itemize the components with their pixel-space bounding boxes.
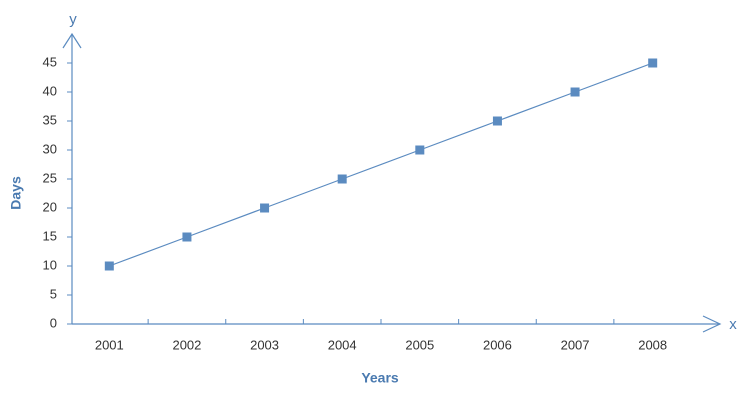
data-point	[104, 261, 114, 271]
y-tick-label: 25	[43, 170, 57, 185]
y-tick-label: 15	[43, 228, 57, 243]
x-tick-label: 2003	[250, 337, 279, 352]
y-axis-title: Days	[8, 176, 24, 210]
data-point	[415, 145, 425, 155]
y-tick-label: 20	[43, 199, 57, 214]
data-line	[109, 62, 653, 267]
data-point	[182, 232, 192, 242]
x-axis-arrow	[702, 315, 722, 333]
data-point	[570, 87, 580, 97]
y-axis-symbol: y	[69, 11, 77, 28]
y-tick-label: 45	[43, 54, 57, 69]
y-tick-label: 5	[50, 286, 57, 301]
data-point	[337, 174, 347, 184]
data-point	[492, 116, 502, 126]
axes	[62, 32, 722, 333]
x-tick-label: 2008	[638, 337, 667, 352]
y-tick-label: 40	[43, 83, 57, 98]
y-tick-label: 0	[50, 315, 57, 330]
x-tick-label: 2005	[405, 337, 434, 352]
x-tick-label: 2007	[561, 337, 590, 352]
y-tick-label: 30	[43, 141, 57, 156]
x-tick-label: 2002	[172, 337, 201, 352]
x-axis-symbol: x	[729, 316, 737, 333]
x-axis-title: Years	[361, 370, 399, 386]
y-axis-arrow	[62, 32, 82, 49]
x-tick-label: 2001	[95, 337, 124, 352]
y-tick-label: 10	[43, 257, 57, 272]
x-tick-label: 2006	[483, 337, 512, 352]
data-point	[260, 203, 270, 213]
y-tick-label: 35	[43, 112, 57, 127]
data-point	[648, 58, 658, 68]
x-tick-label: 2004	[328, 337, 357, 352]
